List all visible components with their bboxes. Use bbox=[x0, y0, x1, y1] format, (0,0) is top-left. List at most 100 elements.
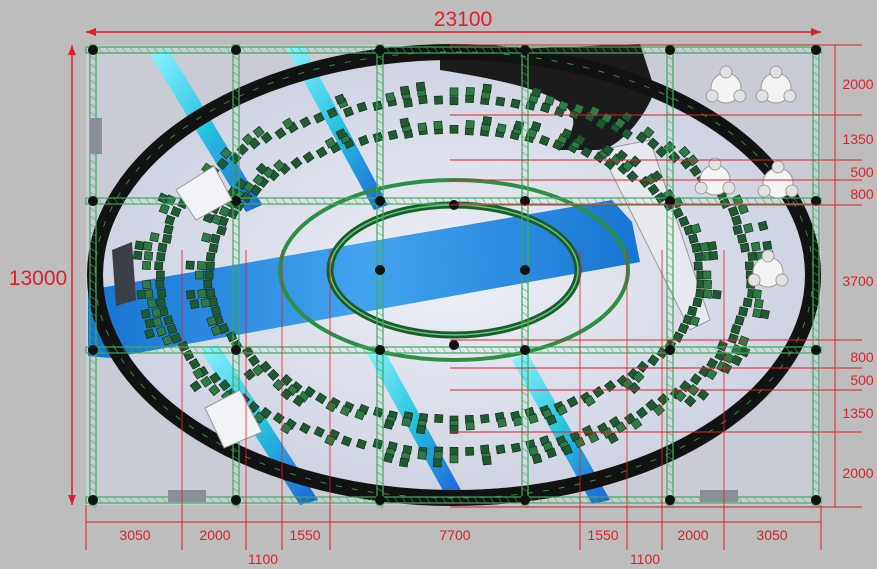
seat-tile bbox=[678, 145, 691, 158]
bottom-dim-label: 3050 bbox=[756, 527, 787, 543]
seat-tile bbox=[702, 279, 713, 289]
truss-lattice bbox=[433, 46, 439, 54]
truss-lattice bbox=[609, 496, 615, 504]
truss-lattice bbox=[385, 197, 391, 205]
truss-lattice bbox=[232, 103, 240, 109]
truss-lattice bbox=[505, 346, 511, 354]
truss-lattice bbox=[232, 151, 240, 157]
truss-lattice bbox=[113, 197, 119, 205]
truss-lattice bbox=[345, 46, 351, 54]
seat-tile bbox=[313, 112, 325, 124]
truss-lattice bbox=[745, 496, 751, 504]
truss-lattice bbox=[561, 346, 567, 354]
seat-tile bbox=[216, 157, 229, 170]
truss-lattice bbox=[673, 346, 679, 354]
truss-lattice bbox=[657, 197, 663, 205]
truss-lattice bbox=[305, 346, 311, 354]
truss-lattice bbox=[376, 367, 384, 373]
truss-lattice bbox=[161, 346, 167, 354]
truss-lattice bbox=[249, 197, 255, 205]
truss-lattice bbox=[689, 346, 695, 354]
truss-lattice bbox=[577, 197, 583, 205]
seat-tile bbox=[161, 233, 173, 244]
seat-tile bbox=[210, 324, 222, 336]
furniture-group bbox=[694, 65, 799, 288]
truss-lattice bbox=[812, 359, 820, 365]
seat-tile bbox=[185, 289, 196, 300]
truss-lattice bbox=[737, 346, 743, 354]
truss-lattice bbox=[305, 197, 311, 205]
truss-lattice bbox=[89, 327, 97, 333]
truss-lattice bbox=[812, 183, 820, 189]
truss-lattice bbox=[225, 46, 231, 54]
truss-lattice bbox=[376, 207, 384, 213]
seat-tile bbox=[672, 207, 684, 219]
truss-lattice bbox=[376, 375, 384, 381]
truss-lattice bbox=[201, 46, 207, 54]
truss-lattice bbox=[812, 271, 820, 277]
truss-lattice bbox=[601, 346, 607, 354]
seat-tile bbox=[326, 107, 338, 119]
truss-lattice bbox=[145, 346, 151, 354]
truss-lattice bbox=[666, 143, 674, 149]
truss-lattice bbox=[89, 463, 97, 469]
seat-tile bbox=[192, 367, 205, 380]
bottom-dim-label: 7700 bbox=[439, 527, 470, 543]
spotlight-icon bbox=[520, 345, 530, 355]
seat-tile bbox=[156, 251, 166, 262]
seat-tile bbox=[531, 87, 542, 98]
truss-lattice bbox=[345, 197, 351, 205]
seat-tile bbox=[325, 400, 338, 413]
truss-lattice bbox=[232, 215, 240, 221]
seat-tile bbox=[692, 297, 703, 308]
truss-lattice bbox=[217, 346, 223, 354]
truss-lattice bbox=[633, 496, 639, 504]
truss-lattice bbox=[376, 295, 384, 301]
truss-lattice bbox=[812, 335, 820, 341]
truss-lattice bbox=[641, 346, 647, 354]
right-dim-label: 2000 bbox=[842, 76, 873, 92]
seat-tile bbox=[134, 240, 145, 251]
truss-lattice bbox=[369, 46, 375, 54]
seat-tile bbox=[556, 404, 568, 416]
seat-tile bbox=[315, 392, 328, 405]
truss-lattice bbox=[273, 197, 279, 205]
truss-lattice bbox=[345, 346, 351, 354]
truss-lattice bbox=[561, 197, 567, 205]
seat-tile bbox=[557, 100, 570, 112]
truss-lattice bbox=[113, 46, 119, 54]
truss-lattice bbox=[489, 496, 495, 504]
truss-lattice bbox=[769, 496, 775, 504]
seat-tile bbox=[465, 446, 475, 456]
truss-lattice bbox=[666, 471, 674, 477]
truss-lattice bbox=[249, 46, 255, 54]
truss-lattice bbox=[376, 463, 384, 469]
truss-lattice bbox=[193, 46, 199, 54]
truss-lattice bbox=[89, 231, 97, 237]
seat-tile bbox=[340, 435, 353, 447]
truss-lattice bbox=[297, 496, 303, 504]
chair bbox=[775, 273, 789, 287]
seat-tile bbox=[185, 260, 195, 270]
seat-tile bbox=[209, 371, 222, 385]
truss-lattice bbox=[232, 183, 240, 189]
truss-lattice bbox=[281, 197, 287, 205]
truss-lattice bbox=[729, 197, 735, 205]
round-table-chairs-icon bbox=[705, 65, 747, 104]
seat-tile bbox=[620, 127, 633, 140]
truss-lattice bbox=[666, 375, 674, 381]
seat-tile bbox=[561, 128, 573, 140]
truss-lattice bbox=[465, 197, 471, 205]
truss-lattice bbox=[89, 103, 97, 109]
truss-lattice bbox=[812, 327, 820, 333]
truss-lattice bbox=[681, 197, 687, 205]
seat-tile bbox=[677, 322, 689, 334]
truss-lattice bbox=[89, 471, 97, 477]
truss-lattice bbox=[376, 303, 384, 309]
seat-tile bbox=[679, 380, 692, 393]
truss-lattice bbox=[666, 167, 674, 173]
truss-lattice bbox=[209, 496, 215, 504]
truss-lattice bbox=[465, 496, 471, 504]
truss-lattice bbox=[689, 46, 695, 54]
truss-lattice bbox=[666, 287, 674, 293]
